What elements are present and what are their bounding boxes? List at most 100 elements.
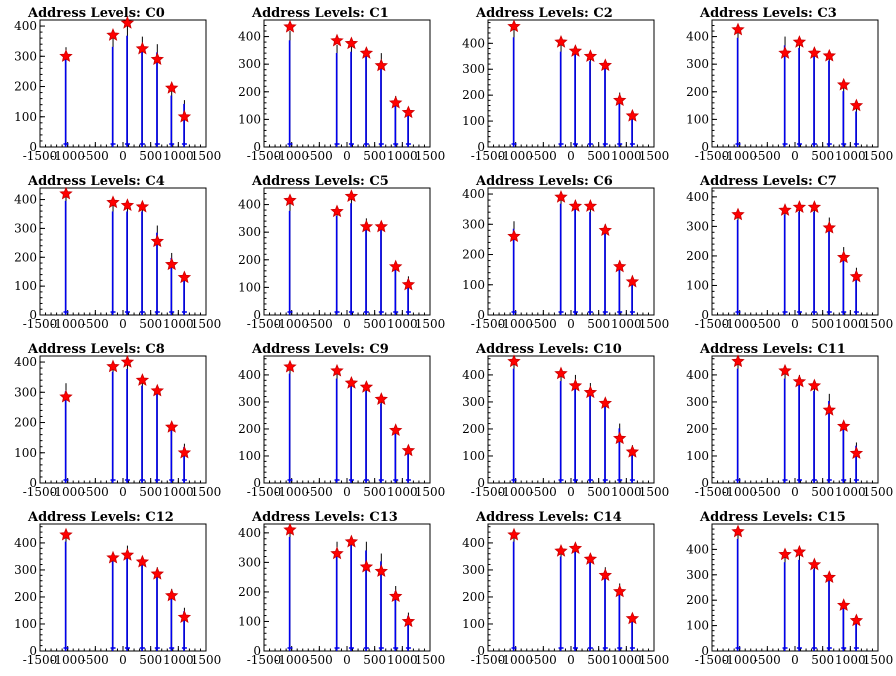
- x-tick-label: 1500: [863, 317, 894, 331]
- y-tick-label: 100: [462, 114, 485, 128]
- chart-title: Address Levels: C5: [251, 174, 389, 189]
- chart-title: Address Levels: C3: [699, 6, 837, 21]
- x-tick-label: 1000: [163, 653, 194, 667]
- peak-marker: [59, 49, 73, 62]
- hist-spike-bar: [394, 430, 397, 483]
- x-tick-label: 500: [587, 485, 610, 499]
- peak-marker: [106, 550, 120, 564]
- y-tick-label: 400: [462, 368, 485, 382]
- hist-spike-bar: [380, 561, 382, 651]
- x-tick-label: 1500: [639, 149, 670, 163]
- x-tick-label: 1000: [387, 485, 418, 499]
- hist-spike-bar: [350, 545, 352, 651]
- x-tick-label: -1500: [23, 317, 58, 331]
- peak-marker: [106, 28, 120, 41]
- x-tick-label: 1500: [415, 149, 446, 163]
- y-tick-label: 0: [701, 140, 709, 154]
- peak-marker: [374, 564, 388, 577]
- y-tick-label: 0: [477, 140, 485, 154]
- y-tick-label: 400: [238, 368, 261, 382]
- peak-marker: [401, 105, 416, 119]
- peak-marker: [165, 257, 179, 271]
- y-tick-label: 200: [238, 585, 261, 599]
- peak-marker: [625, 444, 640, 458]
- y-tick-label: 300: [14, 221, 37, 235]
- peak-marker: [731, 22, 745, 36]
- hist-spike-bar: [813, 211, 815, 315]
- peak-marker: [625, 611, 640, 625]
- hist-spike-bar: [183, 446, 185, 483]
- y-tick-label: 300: [686, 219, 709, 233]
- y-tick-label: 300: [238, 555, 261, 569]
- x-tick-label: -1500: [247, 317, 282, 331]
- peak-marker: [568, 541, 583, 555]
- peak-marker: [507, 19, 521, 33]
- peak-marker: [568, 378, 583, 392]
- hist-spike-bar: [828, 400, 830, 483]
- peak-marker: [568, 44, 583, 57]
- hist-spike-bar: [618, 264, 621, 315]
- y-tick-label: 300: [14, 563, 37, 577]
- hist-spike-bar: [512, 541, 515, 651]
- x-tick-label: -500: [530, 653, 557, 667]
- hist-spike-bar: [589, 391, 591, 483]
- hist-spike-bar: [111, 371, 114, 483]
- x-tick-label: -1500: [471, 653, 506, 667]
- peak-marker: [165, 420, 179, 433]
- hist-spike-bar: [736, 368, 739, 483]
- hist-spike-bar: [365, 226, 367, 315]
- hist-spike-bar: [126, 211, 128, 315]
- x-tick-label: 1000: [611, 317, 642, 331]
- peak-marker: [598, 58, 612, 72]
- y-tick-label: 200: [686, 249, 709, 263]
- y-tick-label: 100: [462, 278, 485, 292]
- hist-spike-bar: [350, 51, 352, 147]
- hist-spike-bar: [64, 200, 67, 315]
- hist-spike-bar: [512, 368, 515, 483]
- peak-marker: [837, 250, 851, 264]
- x-tick-label: 1500: [863, 149, 894, 163]
- x-tick-label: 0: [343, 653, 351, 667]
- x-tick-label: 0: [343, 317, 351, 331]
- y-tick-label: 400: [14, 536, 37, 550]
- x-tick-label: 1000: [835, 317, 866, 331]
- x-tick-label: -500: [754, 485, 781, 499]
- y-tick-label: 100: [14, 279, 37, 293]
- x-tick-label: 1500: [863, 653, 894, 667]
- x-tick-label: 500: [587, 317, 610, 331]
- hist-spike-bar: [842, 428, 845, 483]
- hist-spike-bar: [288, 536, 291, 651]
- hist-spike-bar: [512, 37, 515, 147]
- x-tick-label: -1000: [498, 149, 533, 163]
- y-tick-label: 300: [686, 395, 709, 409]
- chart-panel: Address Levels: C2 0 100 200 300 400 -1500-100…: [462, 6, 669, 163]
- y-tick-label: 400: [462, 187, 485, 201]
- hist-spike-bar: [813, 569, 815, 651]
- y-tick-label: 200: [238, 422, 261, 436]
- peak-marker: [283, 359, 297, 373]
- peak-marker: [150, 52, 164, 66]
- peak-marker: [330, 204, 344, 218]
- chart-panel: Address Levels: C7 0 100 200 300 400 -1500-100…: [686, 174, 893, 331]
- y-tick-label: 0: [477, 476, 485, 490]
- x-tick-label: 500: [363, 149, 386, 163]
- x-tick-label: 500: [587, 149, 610, 163]
- hist-spike-bar: [350, 203, 352, 315]
- hist-spike-bar: [126, 368, 128, 483]
- peak-marker: [598, 223, 612, 237]
- hist-spike-bar: [574, 383, 576, 483]
- hist-spike-bar: [855, 445, 857, 483]
- hist-spike-bar: [156, 573, 158, 651]
- hist-spike-bar: [631, 278, 633, 315]
- y-tick-label: 0: [29, 308, 37, 322]
- y-tick-label: 0: [253, 644, 261, 658]
- chart-panel: Address Levels: C8 0 100 200 300 400 -1500-100…: [14, 342, 221, 499]
- hist-spike-bar: [828, 225, 830, 315]
- y-tick-label: 200: [14, 80, 37, 94]
- peak-marker: [849, 446, 864, 459]
- peak-marker: [554, 366, 568, 380]
- hist-spike-bar: [736, 219, 739, 315]
- hist-spike-bar: [64, 541, 67, 651]
- y-tick-label: 200: [14, 250, 37, 264]
- chart-title: Address Levels: C8: [27, 342, 165, 357]
